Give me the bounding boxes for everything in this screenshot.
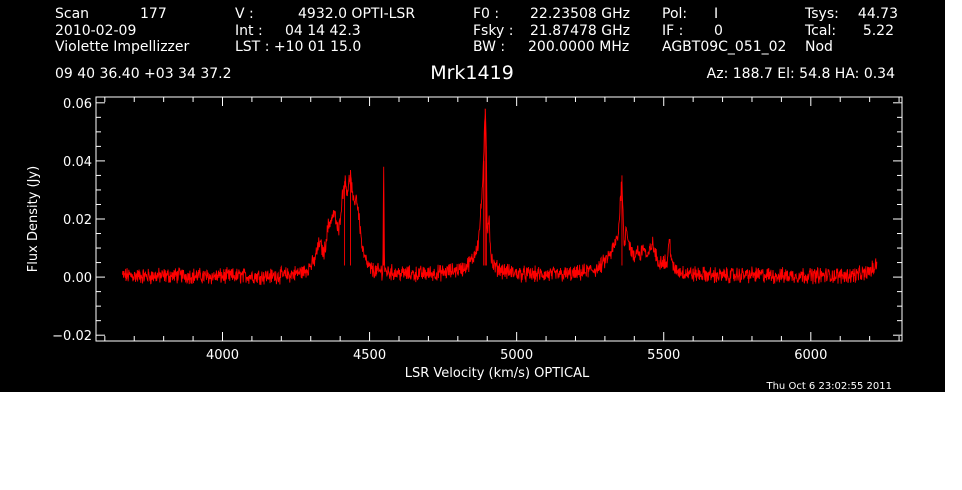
header-observer: Violette Impellizzer [55,39,190,55]
y-tick-labels: −0.02 0.00 0.02 0.04 0.06 [52,97,92,344]
x-tick-label: 6000 [794,348,827,363]
x-tick-labels: 4000 4500 5000 5500 6000 [206,348,827,363]
header-f0-label: F0 : [473,6,499,22]
header-procedure: Nod [805,39,833,55]
plot-timestamp: Thu Oct 6 23:02:55 2011 [765,381,892,392]
y-tick-label: 0.02 [63,213,92,228]
x-tick-label: 5500 [647,348,680,363]
y-tick-label: −0.02 [52,329,92,344]
y-tick-label: 0.00 [63,271,92,286]
x-axis-label: LSR Velocity (km/s) OPTICAL [405,366,590,381]
header-scan-label: Scan [55,6,89,22]
header-velocity-value: 4932.0 OPTI-LSR [298,6,415,22]
spectrum-line [122,108,878,286]
header-project: AGBT09C_051_02 [662,39,786,55]
spectrum-plot: Scan 177 2010-02-09 Violette Impellizzer… [26,6,903,392]
header-if-value: 0 [714,23,723,39]
header-tcal-label: Tcal: [804,23,836,39]
plot-frame [95,96,903,342]
x-tick-label: 5000 [500,348,533,363]
header-int-label: Int : [235,23,263,39]
header-az-el-ha: Az: 188.7 El: 54.8 HA: 0.34 [707,66,895,82]
header-lst: LST : +10 01 15.0 [235,39,361,55]
header-tsys-value: 44.73 [858,6,898,22]
header-if-label: IF : [662,23,683,39]
header-fsky-label: Fsky : [473,23,513,39]
header-coordinates: 09 40 36.40 +03 34 37.2 [55,66,232,82]
x-tick-label: 4500 [353,348,386,363]
spectrum-plot-panel: Scan 177 2010-02-09 Violette Impellizzer… [0,0,945,392]
x-tick-label: 4000 [206,348,239,363]
header-f0-value: 22.23508 GHz [530,6,630,22]
header-fsky-value: 21.87478 GHz [530,23,630,39]
y-axis-label: Flux Density (Jy) [26,166,41,272]
header-scan-number: 177 [140,6,167,22]
header-info: Scan 177 2010-02-09 Violette Impellizzer… [55,6,898,84]
header-tcal-value: 5.22 [863,23,894,39]
header-pol-value: I [714,6,718,22]
header-bw-value: 200.0000 MHz [528,39,629,55]
header-tsys-label: Tsys: [804,6,839,22]
header-bw-label: BW : [473,39,505,55]
header-date: 2010-02-09 [55,23,136,39]
header-int-value: 04 14 42.3 [285,23,361,39]
source-title: Mrk1419 [430,62,514,84]
header-pol-label: Pol: [662,6,687,22]
header-velocity-label: V : [235,6,254,22]
y-tick-label: 0.06 [63,97,92,112]
axis-ticks [96,97,902,341]
y-tick-label: 0.04 [63,155,92,170]
